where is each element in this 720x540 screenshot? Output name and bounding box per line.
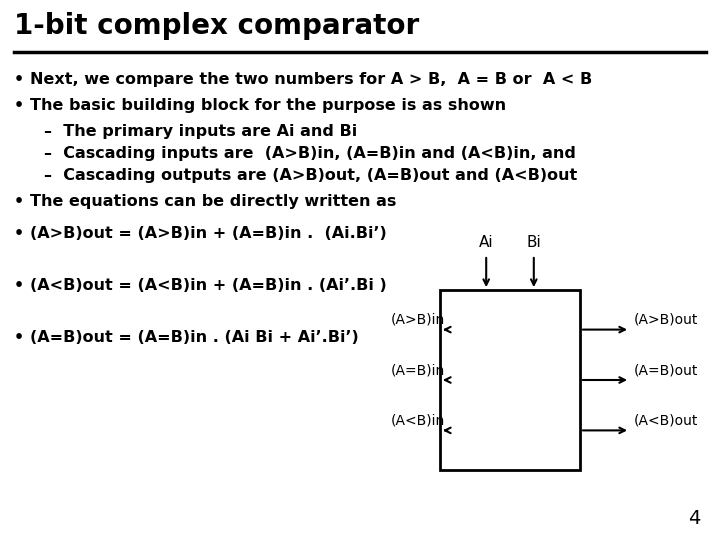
Text: Bi: Bi [526,235,541,250]
Text: (A=B)in: (A=B)in [391,363,445,377]
Text: 4: 4 [688,509,700,528]
Text: (A=B)out = (A=B)in . (Ai Bi + Ai’.Bi’): (A=B)out = (A=B)in . (Ai Bi + Ai’.Bi’) [30,330,359,345]
Text: (A>B)in: (A>B)in [391,313,445,327]
Text: 1-bit complex comparator: 1-bit complex comparator [14,12,419,40]
Text: The equations can be directly written as: The equations can be directly written as [30,194,397,209]
Text: (A<B)out = (A<B)in + (A=B)in . (Ai’.Bi ): (A<B)out = (A<B)in + (A=B)in . (Ai’.Bi ) [30,278,387,293]
Text: (A>B)out: (A>B)out [634,313,698,327]
Text: (A=B)out: (A=B)out [634,363,698,377]
Text: –  Cascading inputs are  (A>B)in, (A=B)in and (A<B)in, and: – Cascading inputs are (A>B)in, (A=B)in … [44,146,576,161]
Bar [440,290,580,470]
Text: (A>B)out = (A>B)in + (A=B)in .  (Ai.Bi’): (A>B)out = (A>B)in + (A=B)in . (Ai.Bi’) [30,226,387,241]
Text: •: • [14,72,24,87]
Text: •: • [14,98,24,113]
Text: Ai: Ai [479,235,493,250]
Text: Next, we compare the two numbers for A > B,  A = B or  A < B: Next, we compare the two numbers for A >… [30,72,593,87]
Text: •: • [14,194,24,209]
Text: –  The primary inputs are Ai and Bi: – The primary inputs are Ai and Bi [44,124,357,139]
Text: •: • [14,278,24,293]
Text: •: • [14,330,24,345]
Text: •: • [14,226,24,241]
Text: (A<B)out: (A<B)out [634,414,698,427]
Text: (A<B)in: (A<B)in [391,414,445,427]
Text: –  Cascading outputs are (A>B)out, (A=B)out and (A<B)out: – Cascading outputs are (A>B)out, (A=B)o… [44,168,577,183]
Text: The basic building block for the purpose is as shown: The basic building block for the purpose… [30,98,506,113]
